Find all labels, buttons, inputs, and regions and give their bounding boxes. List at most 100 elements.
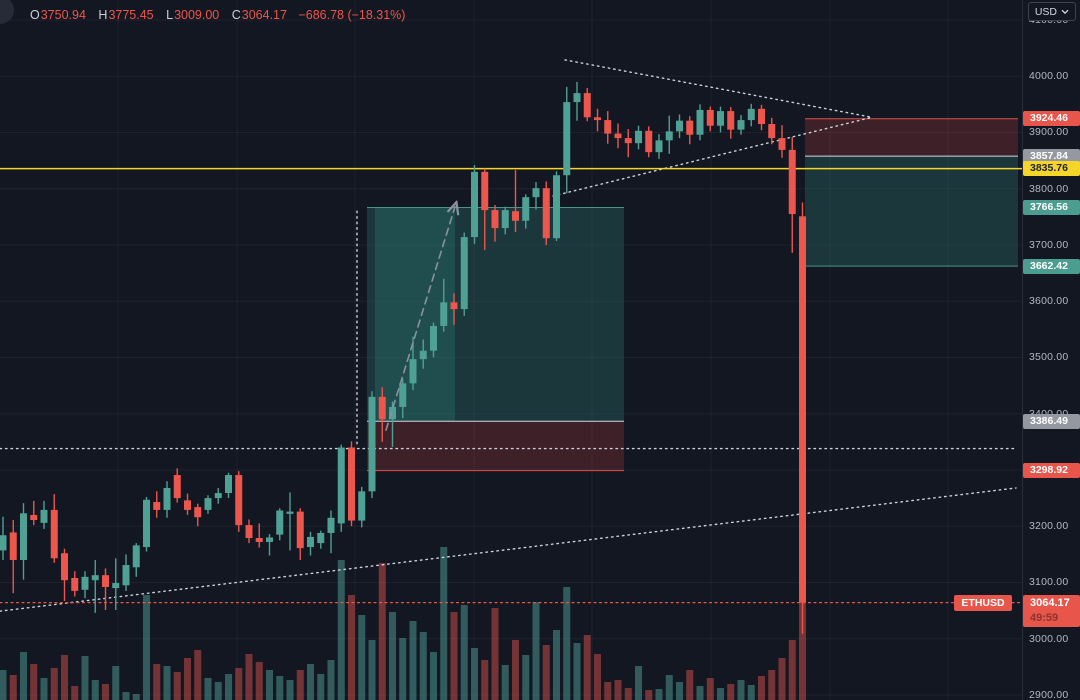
candle-down	[594, 117, 601, 121]
candle-down	[450, 302, 458, 310]
candle-up	[327, 517, 335, 533]
volume-bar	[676, 682, 683, 700]
axis-tick: 4000.00	[1029, 70, 1069, 83]
axis-tick: 3900.00	[1029, 126, 1069, 139]
candle-up	[532, 188, 540, 198]
candle-down	[645, 130, 653, 153]
bar-countdown: 49:59	[1030, 611, 1059, 624]
ohlc-readout: O3750.94 H3775.45 L3009.00 C3064.17 −686…	[30, 7, 405, 23]
candle-down	[614, 133, 622, 139]
volume-bar	[204, 678, 212, 700]
candle-down	[173, 475, 181, 499]
volume-bar	[542, 645, 550, 700]
triangle-lower-trendline	[552, 116, 873, 197]
candle-down	[799, 216, 806, 603]
volume-bar	[788, 640, 796, 700]
candle-down	[604, 120, 612, 134]
symbol-price-flag: ETHUSD	[954, 594, 1012, 611]
candle-up	[163, 487, 171, 510]
volume-bar	[20, 652, 27, 700]
candle-up	[655, 140, 663, 153]
candle-up	[522, 197, 530, 221]
volume-bar	[337, 560, 345, 700]
long-position-tool-profit-zone	[367, 207, 624, 422]
candle-up	[501, 210, 509, 229]
volume-bar	[61, 655, 68, 700]
volume-bar	[40, 678, 48, 700]
price-axis[interactable]: USD 3064.17 49:59 4100.004000.003900.003…	[1022, 0, 1080, 700]
candle-down	[245, 525, 253, 539]
volume-bar	[778, 658, 786, 700]
volume-bar	[430, 652, 437, 700]
chart-canvas[interactable]	[0, 0, 1022, 700]
last-price-badge: 3064.17 49:59	[1023, 594, 1080, 627]
volume-bar	[460, 605, 468, 700]
volume-bar	[440, 547, 448, 700]
last-price-value: 3064.17	[1030, 596, 1070, 609]
axis-tick: 3700.00	[1029, 238, 1069, 251]
volume-bar	[624, 688, 632, 700]
volume-bar	[91, 680, 99, 700]
volume-bar	[512, 640, 519, 700]
candle-up	[0, 535, 7, 551]
volume-bar	[245, 654, 253, 700]
short-position-tool-profit-zone	[805, 156, 1018, 267]
candle-down	[255, 538, 263, 542]
candle-up	[553, 175, 560, 239]
volume-bar	[348, 595, 355, 700]
candle-down	[71, 577, 79, 591]
candle-up	[122, 565, 130, 586]
volume-bar	[501, 665, 509, 700]
axis-tick: 3500.00	[1029, 351, 1069, 364]
volume-bar	[0, 670, 7, 700]
candle-down	[194, 507, 202, 518]
volume-bar	[389, 612, 396, 700]
long-position-tool-stop-zone	[367, 421, 624, 471]
triangle-upper-trendline	[564, 59, 873, 118]
candle-up	[91, 575, 99, 581]
volume-bar	[768, 670, 776, 700]
volume-bar	[307, 664, 314, 700]
volume-bar	[717, 688, 724, 700]
volume-bar	[173, 672, 181, 700]
volume-bar	[635, 666, 642, 700]
candle-down	[706, 109, 714, 126]
candle-down	[296, 511, 304, 549]
candle-up	[635, 130, 642, 144]
axis-tick: 2900.00	[1029, 688, 1069, 700]
candle-down	[758, 108, 765, 125]
open-value: 3750.94	[40, 8, 86, 22]
candle-up	[399, 383, 407, 407]
volume-bar	[553, 630, 560, 700]
candle-up	[563, 102, 571, 176]
candle-up	[440, 302, 448, 326]
volume-bar	[583, 635, 591, 700]
volume-bar	[727, 684, 735, 700]
volume-bar	[194, 650, 202, 700]
candle-down	[583, 93, 591, 118]
volume-bar	[266, 670, 273, 700]
axis-price-badge-red: 3298.92	[1023, 463, 1080, 479]
volume-bar	[655, 689, 663, 700]
volume-bar	[30, 664, 38, 700]
candle-up	[573, 93, 581, 103]
candle-up	[317, 532, 325, 544]
candle-up	[132, 545, 140, 568]
open-label: O	[30, 8, 40, 22]
candle-up	[307, 536, 314, 548]
volume-bar	[9, 675, 17, 700]
volume-bar	[358, 615, 366, 700]
candle-up	[419, 350, 427, 360]
candle-up	[20, 513, 27, 560]
volume-bar	[696, 686, 704, 700]
axis-tick: 3200.00	[1029, 520, 1069, 533]
candle-up	[358, 491, 366, 521]
currency-label: USD	[1034, 5, 1057, 18]
volume-bar	[235, 668, 243, 700]
axis-price-badge-red: 3924.46	[1023, 111, 1080, 127]
candle-up	[204, 498, 212, 510]
volume-bar	[50, 668, 58, 700]
currency-dropdown[interactable]: USD	[1027, 2, 1076, 21]
volume-bar	[522, 655, 530, 700]
